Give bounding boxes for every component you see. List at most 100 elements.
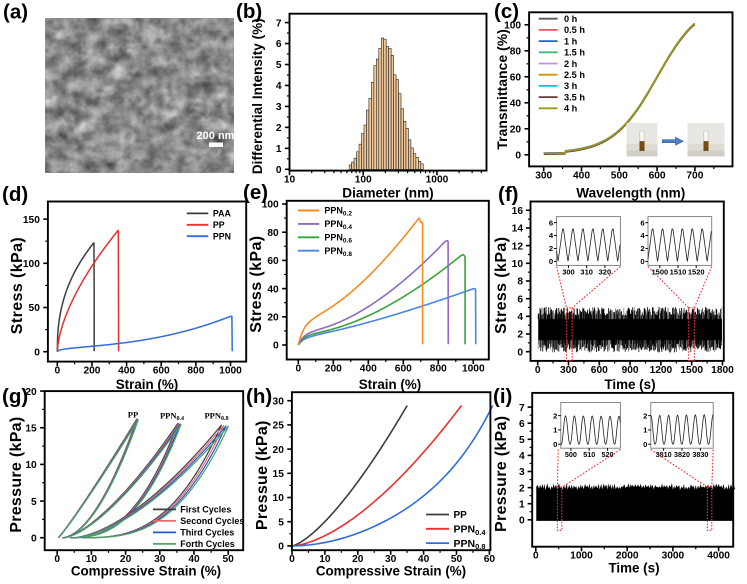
svg-text:PP: PP	[128, 410, 138, 420]
svg-text:20: 20	[25, 387, 37, 398]
svg-text:900: 900	[622, 365, 639, 376]
svg-text:600: 600	[153, 366, 170, 377]
svg-text:2000: 2000	[616, 551, 639, 562]
svg-text:6: 6	[517, 294, 523, 305]
svg-text:1: 1	[519, 499, 525, 510]
svg-text:1: 1	[643, 426, 648, 435]
svg-text:PPN0.4: PPN0.4	[160, 411, 184, 423]
svg-text:Strain (%): Strain (%)	[359, 377, 422, 392]
svg-text:2: 2	[517, 330, 523, 341]
svg-text:3000: 3000	[662, 551, 685, 562]
svg-text:Strain (%): Strain (%)	[116, 377, 179, 392]
svg-text:5: 5	[31, 497, 37, 508]
svg-text:10: 10	[273, 493, 285, 504]
svg-text:20: 20	[120, 554, 132, 565]
svg-text:40: 40	[418, 554, 430, 565]
svg-text:200: 200	[325, 364, 342, 375]
svg-text:3 h: 3 h	[564, 81, 578, 91]
svg-text:5: 5	[276, 60, 282, 71]
svg-text:1500: 1500	[651, 267, 668, 276]
svg-text:0: 0	[553, 440, 557, 449]
svg-text:1000: 1000	[219, 366, 242, 377]
svg-text:50: 50	[29, 303, 41, 314]
svg-text:0: 0	[278, 542, 284, 553]
svg-text:1: 1	[276, 144, 282, 155]
svg-text:16: 16	[512, 206, 524, 217]
svg-text:Stress (kPa): Stress (kPa)	[9, 237, 26, 334]
svg-text:4: 4	[549, 231, 554, 240]
svg-text:25: 25	[273, 421, 285, 432]
svg-text:400: 400	[360, 364, 377, 375]
svg-text:(f): (f)	[498, 183, 518, 206]
svg-text:10: 10	[284, 175, 296, 186]
svg-text:2.5 h: 2.5 h	[564, 70, 585, 80]
svg-text:Stress (kPa): Stress (kPa)	[248, 236, 265, 333]
svg-text:PAA: PAA	[213, 209, 232, 219]
svg-text:Diameter (nm): Diameter (nm)	[342, 186, 433, 201]
svg-text:6: 6	[276, 39, 282, 50]
svg-text:2: 2	[276, 123, 282, 134]
svg-text:PP: PP	[454, 510, 468, 521]
svg-text:6: 6	[549, 218, 553, 227]
svg-text:30: 30	[385, 554, 397, 565]
svg-text:520: 520	[602, 450, 614, 459]
svg-text:40: 40	[510, 99, 522, 110]
svg-text:1800: 1800	[711, 365, 734, 376]
svg-text:0.5 h: 0.5 h	[564, 25, 585, 35]
svg-text:300: 300	[535, 170, 552, 181]
svg-text:4: 4	[519, 451, 525, 462]
svg-text:Time (s): Time (s)	[608, 561, 659, 576]
svg-text:4: 4	[517, 312, 523, 323]
svg-text:2 h: 2 h	[564, 59, 578, 69]
svg-text:10: 10	[86, 554, 98, 565]
svg-text:Differential Intensity (%): Differential Intensity (%)	[250, 18, 265, 174]
svg-text:2: 2	[643, 411, 647, 420]
svg-text:3830: 3830	[692, 450, 708, 459]
svg-text:6: 6	[519, 419, 525, 430]
svg-text:Transmittance (%): Transmittance (%)	[495, 29, 510, 150]
svg-text:50: 50	[451, 554, 463, 565]
svg-text:8: 8	[517, 277, 523, 288]
svg-text:3.5 h: 3.5 h	[564, 92, 585, 102]
svg-text:0: 0	[533, 551, 539, 562]
svg-text:300: 300	[562, 267, 575, 276]
svg-text:PPN0.8: PPN0.8	[324, 246, 352, 258]
svg-text:PPN: PPN	[213, 231, 231, 241]
svg-text:4 h: 4 h	[564, 104, 578, 114]
svg-text:PPN0.4: PPN0.4	[324, 219, 352, 231]
svg-text:500: 500	[565, 450, 577, 459]
svg-text:Compressive Strain (%): Compressive Strain (%)	[316, 564, 466, 579]
svg-text:1520: 1520	[688, 267, 705, 276]
svg-text:500: 500	[611, 170, 628, 181]
svg-text:1000: 1000	[570, 551, 593, 562]
svg-text:4: 4	[276, 81, 282, 92]
svg-text:PPN0.8: PPN0.8	[454, 538, 486, 551]
svg-text:20: 20	[352, 554, 364, 565]
svg-text:3820: 3820	[674, 450, 690, 459]
svg-text:(g): (g)	[2, 385, 28, 408]
svg-text:20: 20	[267, 313, 279, 324]
svg-text:1 h: 1 h	[564, 36, 578, 46]
svg-text:600: 600	[591, 365, 608, 376]
svg-text:15: 15	[25, 423, 37, 434]
svg-text:80: 80	[510, 47, 522, 58]
svg-text:0: 0	[517, 347, 523, 358]
svg-text:30: 30	[154, 554, 166, 565]
svg-text:4: 4	[640, 231, 645, 240]
svg-text:PPN0.8: PPN0.8	[204, 411, 228, 423]
svg-text:PP: PP	[213, 220, 225, 230]
svg-text:15: 15	[273, 469, 285, 480]
svg-text:300: 300	[560, 365, 577, 376]
svg-text:5: 5	[519, 435, 525, 446]
svg-text:1510: 1510	[670, 267, 687, 276]
svg-text:40: 40	[188, 554, 200, 565]
svg-text:12: 12	[512, 241, 524, 252]
svg-text:100: 100	[23, 259, 40, 270]
svg-text:PPN0.6: PPN0.6	[324, 233, 352, 245]
svg-text:5: 5	[278, 517, 284, 528]
svg-text:7: 7	[519, 403, 525, 414]
svg-text:3: 3	[276, 102, 282, 113]
svg-text:0: 0	[295, 364, 301, 375]
svg-text:(h): (h)	[246, 385, 272, 408]
svg-text:510: 510	[583, 450, 595, 459]
